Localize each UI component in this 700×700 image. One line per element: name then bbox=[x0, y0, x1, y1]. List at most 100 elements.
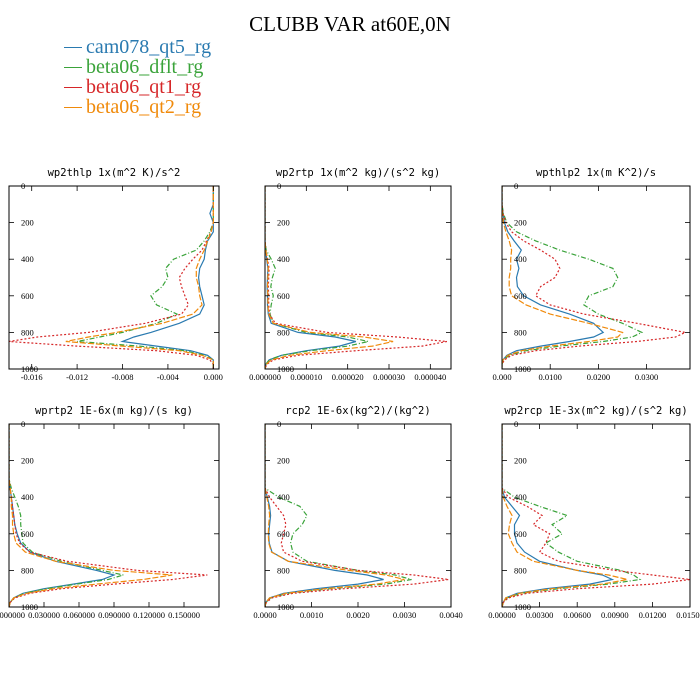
series-group bbox=[9, 186, 214, 369]
y-tick-label: 1000 bbox=[277, 602, 294, 612]
y-tick-label: 1000 bbox=[21, 364, 38, 374]
x-tick-label: 0.0020 bbox=[346, 610, 369, 620]
series-line bbox=[502, 186, 624, 369]
plot-frame bbox=[8, 423, 220, 608]
y-tick-label: 0 bbox=[514, 419, 518, 429]
series-line bbox=[502, 424, 615, 607]
series-line bbox=[9, 424, 208, 607]
y-tick-label: 400 bbox=[21, 254, 34, 264]
series-group bbox=[502, 186, 688, 369]
y-tick-label: 200 bbox=[514, 218, 527, 228]
y-tick-label: 400 bbox=[277, 492, 290, 502]
series-group bbox=[265, 424, 449, 607]
series-line bbox=[502, 424, 628, 607]
series-line bbox=[9, 424, 116, 607]
series-line bbox=[265, 186, 369, 369]
series-line bbox=[265, 424, 449, 607]
y-tick-label: 400 bbox=[514, 492, 527, 502]
panel-title: rcp2 1E-6x(kg^2)/(kg^2) bbox=[285, 405, 430, 417]
y-tick-label: 800 bbox=[514, 327, 527, 337]
x-tick-label: 0.0040 bbox=[439, 610, 462, 620]
series-group bbox=[502, 424, 690, 607]
y-tick-label: 1000 bbox=[277, 364, 294, 374]
y-tick-label: 0 bbox=[21, 419, 25, 429]
series-line bbox=[76, 186, 214, 369]
y-tick-label: 800 bbox=[21, 327, 34, 337]
x-tick-label: 0.060000 bbox=[63, 610, 95, 620]
x-tick-label: 0.0200 bbox=[587, 372, 610, 382]
x-tick-label: 0.0000 bbox=[253, 610, 276, 620]
y-tick-label: 800 bbox=[514, 565, 527, 575]
panel-title: wp2rcp 1E-3x(m^2 kg)/(s^2 kg) bbox=[504, 405, 687, 417]
series-line bbox=[265, 424, 405, 607]
legend-swatch bbox=[64, 46, 82, 48]
chart-panel: rcp2 1E-6x(kg^2)/(kg^2) 0 200 400 600 800 1000… bbox=[253, 405, 462, 620]
chart-main-title: CLUBB VAR at60E,0N bbox=[249, 12, 451, 36]
y-tick-label: 600 bbox=[21, 291, 34, 301]
x-tick-label: 0.0300 bbox=[635, 372, 658, 382]
y-tick-label: 200 bbox=[21, 218, 34, 228]
chart-panel: wpthlp2 1x(m K^2)/s 0 200 400 600 800 10000.00… bbox=[492, 167, 691, 382]
legend-label: beta06_qt1_rg bbox=[86, 76, 202, 98]
chart-panel: wp2thlp 1x(m^2 K)/s^2 0 200 400 600 800 1000 -0… bbox=[8, 167, 223, 382]
x-tick-label: 0.000000 bbox=[249, 372, 281, 382]
y-tick-label: 600 bbox=[277, 291, 290, 301]
panel-title: wprtp2 1E-6x(m kg)/(s kg) bbox=[35, 405, 193, 417]
y-tick-label: 600 bbox=[514, 529, 527, 539]
y-tick-label: 400 bbox=[514, 254, 527, 264]
legend-item: beta06_qt1_rg bbox=[64, 77, 211, 97]
series-group bbox=[9, 424, 208, 607]
series-line bbox=[265, 186, 394, 369]
x-tick-label: 0.150000 bbox=[168, 610, 200, 620]
x-tick-label: 0.01500 bbox=[676, 610, 700, 620]
y-tick-label: 800 bbox=[277, 565, 290, 575]
plot-frame bbox=[264, 185, 452, 370]
x-tick-label: 0.000000 bbox=[0, 610, 25, 620]
panel-title: wp2rtp 1x(m^2 kg)/(s^2 kg) bbox=[276, 167, 440, 179]
legend-label: beta06_qt2_rg bbox=[86, 96, 202, 118]
x-tick-label: 0.0100 bbox=[539, 372, 562, 382]
panel-title: wpthlp2 1x(m K^2)/s bbox=[536, 167, 656, 179]
x-tick-label: -0.008 bbox=[112, 372, 134, 382]
y-tick-label: 0 bbox=[277, 419, 281, 429]
x-tick-label: 0.00600 bbox=[563, 610, 591, 620]
series-line bbox=[502, 424, 690, 607]
legend-swatch bbox=[64, 66, 82, 68]
series-line bbox=[120, 186, 214, 369]
x-tick-label: 0.000030 bbox=[373, 372, 405, 382]
legend-label: beta06_dflt_rg bbox=[86, 56, 204, 78]
y-tick-label: 400 bbox=[21, 492, 34, 502]
y-tick-label: 800 bbox=[277, 327, 290, 337]
y-tick-label: 0 bbox=[514, 181, 518, 191]
chart-panel: wprtp2 1E-6x(m kg)/(s kg) 0 200 400 600 800 10… bbox=[0, 405, 220, 620]
legend-swatch bbox=[64, 86, 82, 88]
legend-item: beta06_dflt_rg bbox=[64, 57, 211, 77]
series-line bbox=[502, 186, 688, 369]
series-line bbox=[502, 186, 605, 369]
y-tick-label: 1000 bbox=[514, 602, 531, 612]
y-tick-label: 0 bbox=[277, 181, 281, 191]
series-line bbox=[265, 186, 448, 369]
x-tick-label: 0.0030 bbox=[393, 610, 416, 620]
panel-title: wp2thlp 1x(m^2 K)/s^2 bbox=[48, 167, 181, 179]
x-tick-label: -0.012 bbox=[66, 372, 88, 382]
x-tick-label: 0.0010 bbox=[300, 610, 323, 620]
series-line bbox=[9, 424, 124, 607]
plot-frame bbox=[501, 185, 691, 370]
x-tick-label: 0.00300 bbox=[526, 610, 554, 620]
x-tick-label: 0.000040 bbox=[414, 372, 446, 382]
legend-label: cam078_qt5_rg bbox=[86, 36, 212, 58]
chart-panel: wp2rtp 1x(m^2 kg)/(s^2 kg) 0 200 400 600 800 1… bbox=[249, 167, 452, 382]
plot-frame bbox=[264, 423, 452, 608]
y-tick-label: 600 bbox=[514, 291, 527, 301]
y-tick-label: 400 bbox=[277, 254, 290, 264]
plot-frame bbox=[8, 185, 220, 370]
y-tick-label: 1000 bbox=[514, 364, 531, 374]
y-tick-label: 0 bbox=[21, 181, 25, 191]
chart-panel: wp2rcp 1E-3x(m^2 kg)/(s^2 kg) 0 200 400 600 8… bbox=[488, 405, 700, 620]
series-line bbox=[265, 424, 412, 607]
y-tick-label: 200 bbox=[277, 456, 290, 466]
y-tick-label: 600 bbox=[21, 529, 34, 539]
x-tick-label: 0.000020 bbox=[332, 372, 364, 382]
